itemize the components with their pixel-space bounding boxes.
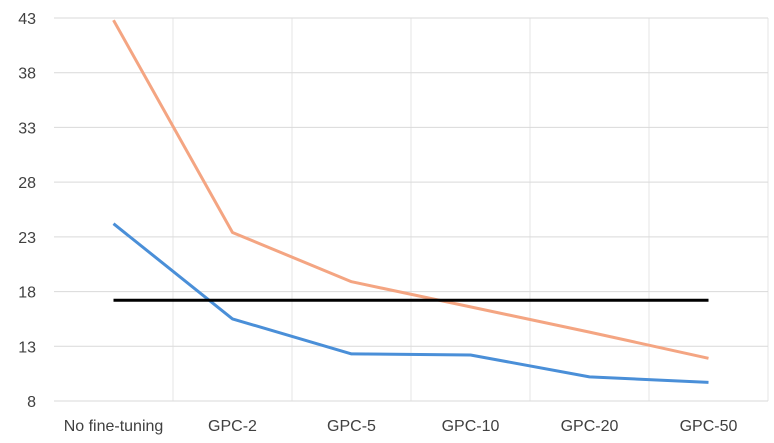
x-tick-label: GPC-5 <box>327 418 376 435</box>
y-tick-label: 8 <box>27 394 36 411</box>
y-tick-label: 28 <box>18 175 36 192</box>
x-tick-label: GPC-10 <box>442 418 500 435</box>
x-tick-label: No fine-tuning <box>64 418 164 435</box>
y-tick-label: 43 <box>18 11 36 28</box>
x-tick-label: GPC-50 <box>680 418 738 435</box>
y-tick-label: 18 <box>18 285 36 302</box>
y-tick-label: 23 <box>18 230 36 247</box>
x-tick-label: GPC-2 <box>208 418 257 435</box>
x-tick-label: GPC-20 <box>561 418 619 435</box>
y-tick-label: 38 <box>18 66 36 83</box>
y-axis-ticks: 8 13 18 23 28 33 38 43 <box>18 11 36 411</box>
y-tick-label: 13 <box>18 339 36 356</box>
grid-layer <box>54 18 768 401</box>
x-axis-ticks: No fine-tuning GPC-2 GPC-5 GPC-10 GPC-20 GPC-… <box>64 418 738 435</box>
y-tick-label: 33 <box>18 120 36 137</box>
